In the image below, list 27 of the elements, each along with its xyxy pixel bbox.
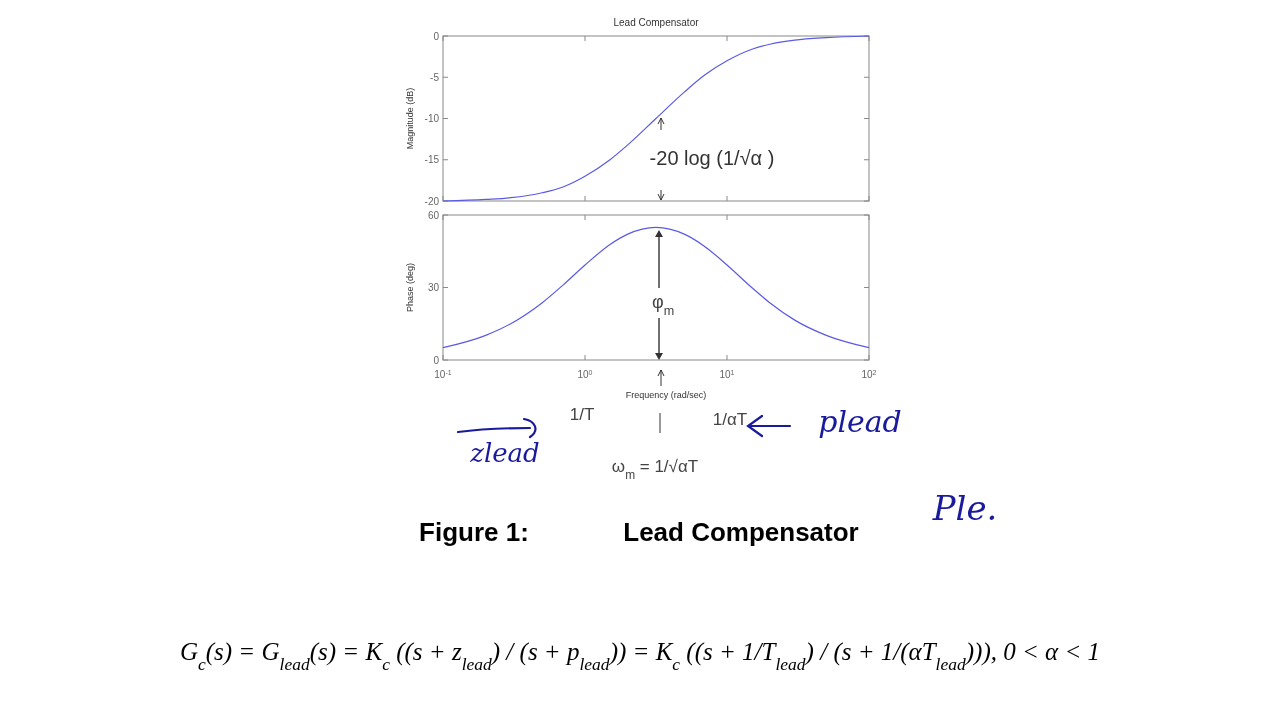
y-tick-label: -15 xyxy=(424,154,440,166)
text: zlead xyxy=(469,438,540,468)
text: 1/T xyxy=(569,405,595,424)
y-tick-label: -5 xyxy=(430,71,440,83)
x-tick-label: 10$^{2}$ xyxy=(861,368,877,380)
text: G$_{c}$(s) = G$_{lead}$(s) = K$_{c}$ ((s + z$_{lead}$) / (s + p$_{lead}$)) = K$_{c}$ ((s + 1/T$_{lead}$) / (s + 1/(αT$_{lead}$))), 0 < α < 1 xyxy=(179,638,1101,674)
y-axis-title: Phase (deg) xyxy=(405,262,415,313)
y-axis-title: Magnitude (dB) xyxy=(405,87,415,150)
text: plead xyxy=(818,404,902,439)
x-axis-title: Frequency (rad/sec) xyxy=(625,390,707,400)
y-tick-label: -10 xyxy=(424,113,440,124)
x-tick-label: 10$^{0}$ xyxy=(577,368,593,380)
y-tick-label: -20 xyxy=(424,195,440,207)
x-tick-label: 10$^{-1}$ xyxy=(434,368,452,380)
text: 1/αT xyxy=(712,410,748,429)
y-tick-label: 0 xyxy=(433,30,440,42)
chart-title: Lead Compensator xyxy=(613,17,700,28)
text: Lead Compensator xyxy=(623,517,859,547)
annotation: -20 log (1/√α ) xyxy=(649,147,775,169)
caption: Figure 1: xyxy=(419,517,529,547)
text: Ple. xyxy=(931,488,998,528)
text: ω$_{m}$ = 1/√αT xyxy=(611,457,699,482)
y-tick-label: 60 xyxy=(427,209,440,221)
y-tick-label: 0 xyxy=(433,354,440,366)
x-tick-label: 10$^{1}$ xyxy=(719,368,735,380)
y-tick-label: 30 xyxy=(427,282,440,293)
annotation: φ$_{m}$ xyxy=(652,292,675,318)
